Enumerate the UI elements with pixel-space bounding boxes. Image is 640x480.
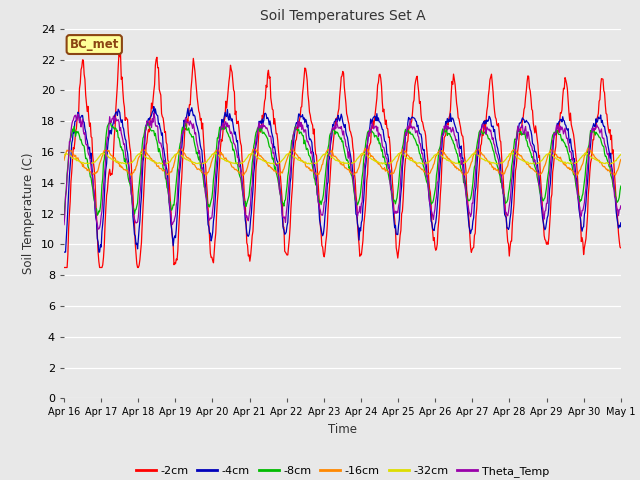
Legend: -2cm, -4cm, -8cm, -16cm, -32cm, Theta_Temp: -2cm, -4cm, -8cm, -16cm, -32cm, Theta_Te…: [132, 461, 553, 480]
Text: BC_met: BC_met: [70, 38, 119, 51]
Y-axis label: Soil Temperature (C): Soil Temperature (C): [22, 153, 35, 275]
Title: Soil Temperatures Set A: Soil Temperatures Set A: [260, 10, 425, 24]
X-axis label: Time: Time: [328, 423, 357, 436]
